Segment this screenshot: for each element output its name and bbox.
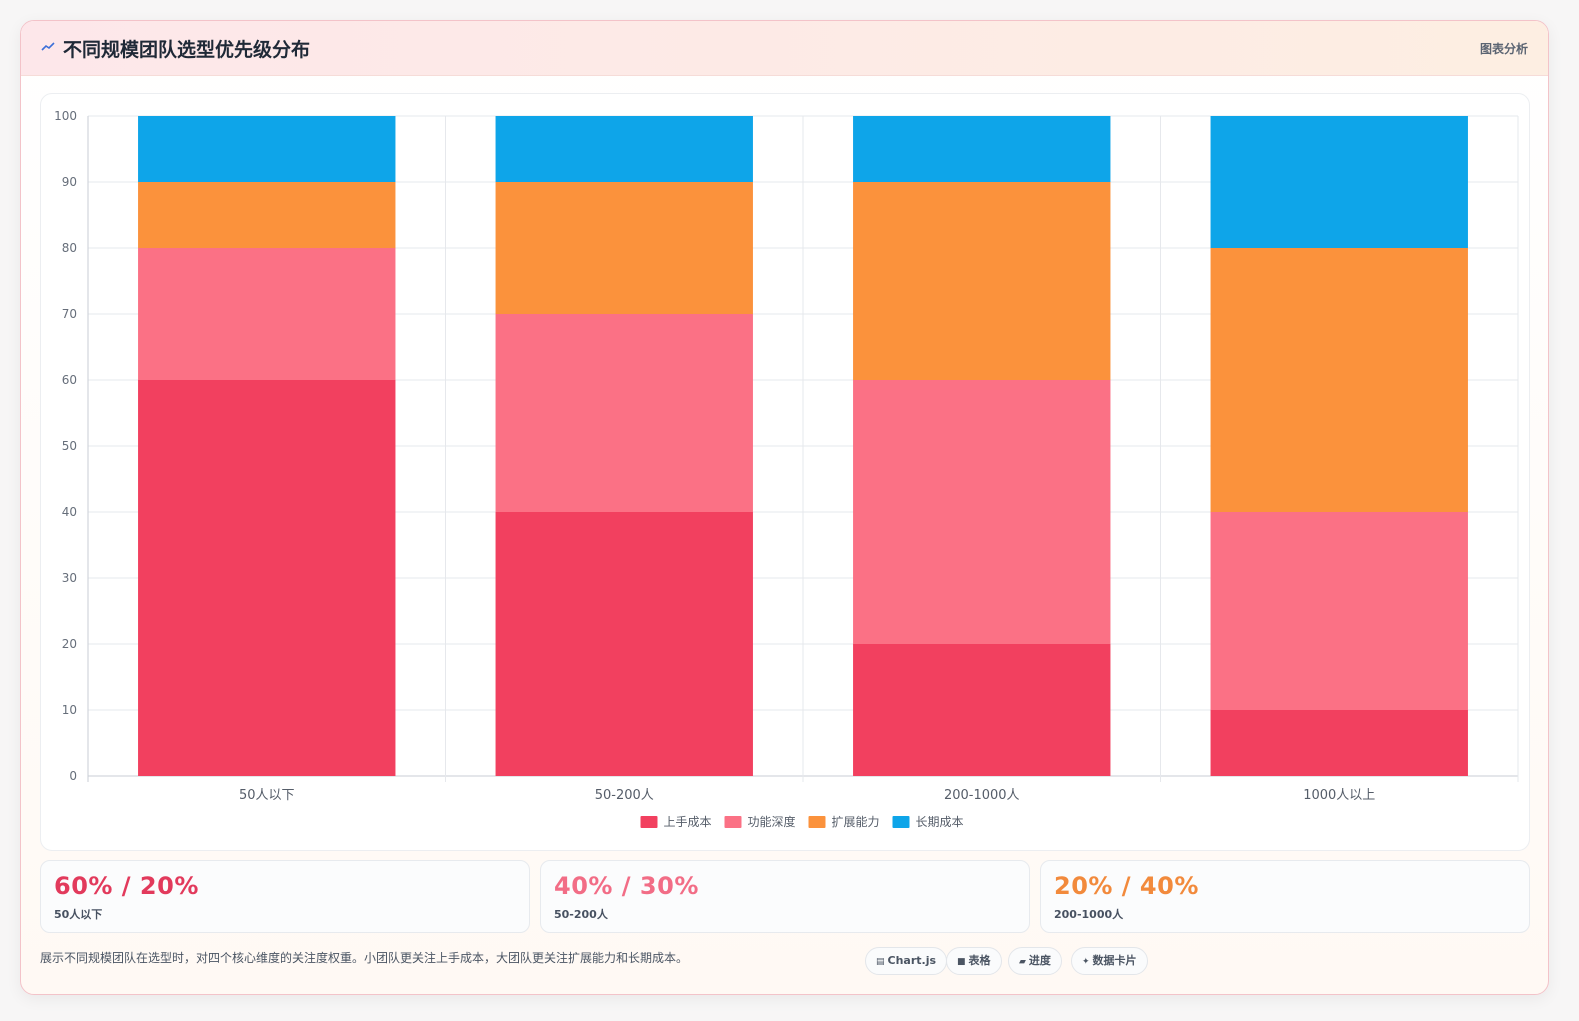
- bar-segment: [853, 116, 1111, 182]
- y-tick-label: 10: [62, 703, 77, 717]
- x-tick-label: 200-1000人: [944, 788, 1020, 803]
- stacked-bar-chart: 0 10 20 30 40 50 60 70 80 90 100 50人以下 50-200人 200-10…: [54, 109, 1519, 829]
- stat-card-large-team: 20% / 40% 200-1000人: [1040, 860, 1530, 933]
- stat-card-mid-team: 40% / 30% 50-200人: [540, 860, 1030, 933]
- bar-segment: [853, 380, 1111, 644]
- y-tick-label: 30: [62, 571, 77, 585]
- x-tick-label: 50-200人: [595, 788, 654, 803]
- bar-segment: [1210, 710, 1468, 776]
- bar-segment: [138, 182, 396, 248]
- y-tick-label: 80: [62, 241, 77, 255]
- legend-swatch: [724, 816, 742, 828]
- chip-data-card[interactable]: ✦ 数据卡片: [1071, 947, 1148, 975]
- chip-label: Chart.js: [887, 954, 937, 967]
- legend-label: 扩展能力: [832, 815, 880, 829]
- sparkle-icon: ✦: [1082, 957, 1090, 967]
- chip-label: 进度: [1028, 954, 1051, 967]
- chip-progress[interactable]: ▰ 进度: [1008, 947, 1062, 975]
- y-tick-label: 50: [62, 439, 77, 453]
- y-tick-label: 0: [69, 769, 77, 783]
- legend-swatch: [892, 816, 910, 828]
- bar-segment: [138, 380, 396, 776]
- chart-panel: 0 10 20 30 40 50 60 70 80 90 100 50人以下 50-200人 200-10…: [40, 93, 1530, 851]
- bar-segment: [1210, 248, 1468, 512]
- bar-segment: [1210, 116, 1468, 248]
- legend-swatch: [808, 816, 826, 828]
- stat-value: 20% / 40%: [1054, 872, 1199, 900]
- chip-label: 表格: [968, 954, 991, 967]
- stat-value: 60% / 20%: [54, 872, 199, 900]
- y-tick-label: 20: [62, 637, 77, 651]
- bar-segment: [495, 182, 753, 314]
- bar-segment: [1210, 512, 1468, 710]
- bar-segment: [138, 116, 396, 182]
- stat-label: 50-200人: [554, 908, 608, 921]
- y-tick-label: 100: [54, 109, 77, 123]
- card-title: 不同规模团队选型优先级分布: [63, 39, 311, 61]
- chip-table[interactable]: ■ 表格: [946, 947, 1002, 975]
- bar-segment: [853, 644, 1111, 776]
- bar-segment: [495, 512, 753, 776]
- x-tick-label: 1000人以上: [1303, 788, 1375, 803]
- y-tick-label: 60: [62, 373, 77, 387]
- table-icon: ■: [957, 957, 966, 967]
- bar-segment: [138, 248, 396, 380]
- card-header: 不同规模团队选型优先级分布 图表分析: [21, 21, 1548, 76]
- legend-swatch: [640, 816, 658, 828]
- chart-card: 不同规模团队选型优先级分布 图表分析 0 10 20 30 40 50 60 70 80 90 10…: [20, 20, 1549, 995]
- legend-label: 上手成本: [664, 815, 712, 829]
- legend-label: 功能深度: [748, 814, 796, 829]
- chip-chartjs[interactable]: ▤ Chart.js: [865, 947, 948, 975]
- y-tick-label: 90: [62, 175, 77, 189]
- y-tick-label: 70: [62, 307, 77, 321]
- bar-segment: [495, 314, 753, 512]
- stat-value: 40% / 30%: [554, 872, 699, 900]
- bar-segment: [495, 116, 753, 182]
- x-tick-label: 50人以下: [239, 788, 295, 803]
- stat-label: 50人以下: [54, 908, 103, 921]
- y-tick-label: 40: [62, 505, 77, 519]
- chip-label: 数据卡片: [1092, 954, 1137, 967]
- stat-label: 200-1000人: [1054, 908, 1124, 921]
- bar-segment: [853, 182, 1111, 380]
- chart-icon: ▤: [876, 957, 885, 967]
- trend-icon: [41, 42, 55, 51]
- chart-analysis-tag: 图表分析: [1479, 42, 1528, 56]
- legend-label: 长期成本: [916, 815, 964, 829]
- progress-icon: ▰: [1019, 957, 1026, 967]
- stat-card-small-team: 60% / 20% 50人以下: [40, 860, 530, 933]
- chart-description: 展示不同规模团队在选型时，对四个核心维度的关注度权重。小团队更关注上手成本，大团…: [40, 951, 689, 965]
